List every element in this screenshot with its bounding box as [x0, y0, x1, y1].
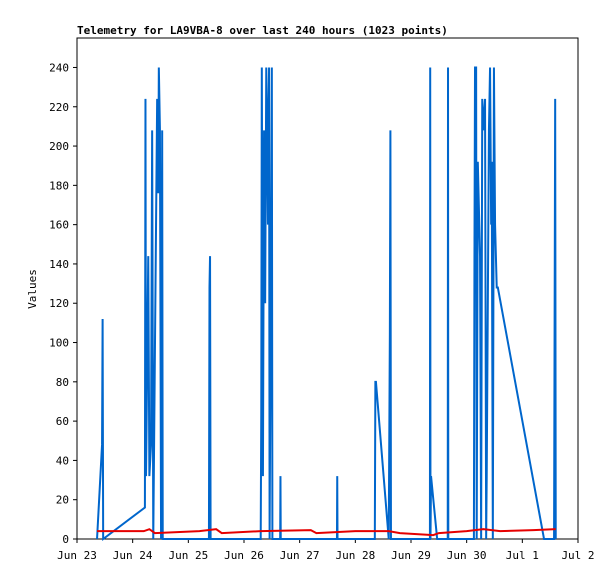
y-tick-label: 0	[62, 533, 69, 546]
y-tick-label: 140	[49, 258, 69, 271]
x-tick-label: Jun 27	[280, 549, 320, 562]
data-line	[96, 66, 557, 542]
y-tick-label: 120	[49, 297, 69, 310]
y-tick-label: 200	[49, 140, 69, 153]
y-tick-label: 160	[49, 219, 69, 232]
x-tick-label: Jun 28	[335, 549, 375, 562]
y-axis-label: Values	[26, 269, 39, 309]
x-tick-label: Jun 26	[224, 549, 264, 562]
y-tick-label: 60	[56, 415, 69, 428]
y-tick-label: 240	[49, 61, 69, 74]
y-tick-label: 100	[49, 337, 69, 350]
chart-title: Telemetry for LA9VBA-8 over last 240 hou…	[77, 24, 448, 37]
y-tick-label: 220	[49, 101, 69, 114]
x-tick-label: Jun 30	[447, 549, 487, 562]
x-tick-label: Jul 2	[561, 549, 594, 562]
data-line	[97, 528, 556, 537]
x-tick-label: Jun 25	[168, 549, 208, 562]
y-tick-label: 180	[49, 179, 69, 192]
x-tick-label: Jun 29	[391, 549, 431, 562]
x-tick-label: Jul 1	[506, 549, 539, 562]
y-tick-label: 80	[56, 376, 69, 389]
y-tick-label: 40	[56, 454, 69, 467]
x-tick-label: Jun 23	[57, 549, 97, 562]
y-tick-label: 20	[56, 494, 69, 507]
x-tick-label: Jun 24	[113, 549, 153, 562]
